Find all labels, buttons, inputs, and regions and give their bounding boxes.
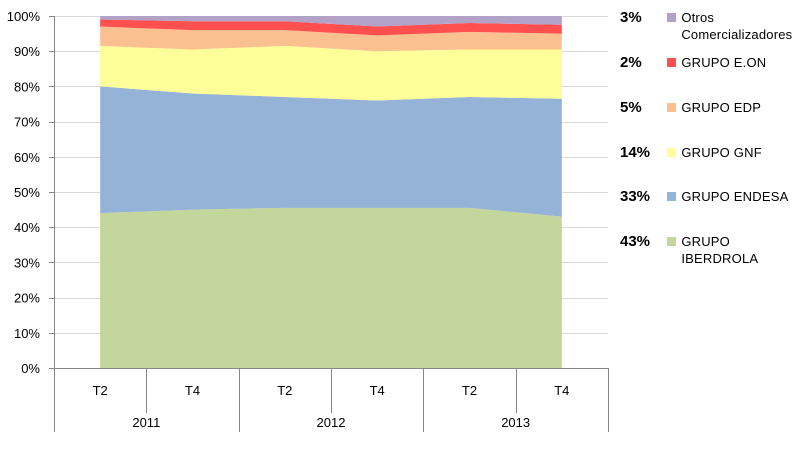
y-tick-label: 10%: [14, 326, 40, 341]
legend-swatch: [667, 103, 677, 112]
legend-share-label: 3%: [620, 9, 642, 26]
legend-swatch: [667, 192, 677, 201]
area-series-otros: [100, 16, 562, 27]
legend-item: 5% GRUPO EDP: [620, 99, 810, 116]
legend-series-name: GRUPO IBERDROLA: [681, 234, 759, 266]
x-tick-label: T4: [554, 383, 569, 398]
x-tick-label: T4: [185, 383, 200, 398]
legend-swatch: [667, 58, 677, 67]
legend-share-label: 5%: [620, 99, 642, 116]
area-series-grupo-iberdrola: [100, 207, 562, 368]
area-series-grupo-e-on: [100, 19, 562, 36]
legend-swatch: [667, 237, 677, 246]
y-tick-label: 50%: [14, 185, 40, 200]
y-tick-label: 20%: [14, 291, 40, 306]
legend-swatch: [667, 13, 677, 22]
legend-item: 33% GRUPO ENDESA: [620, 188, 810, 205]
legend-share-label: 43%: [620, 233, 651, 250]
legend-share-label: 33%: [620, 188, 651, 205]
x-group-label: 2011: [132, 415, 160, 430]
legend-item: 43% GRUPO IBERDROLA: [620, 233, 810, 267]
x-tick-label: T2: [93, 383, 108, 398]
legend-swatch: [667, 148, 677, 157]
y-tick-label: 30%: [14, 255, 40, 270]
y-tick-label: 70%: [14, 115, 40, 130]
legend-series-name: GRUPO E.ON: [681, 55, 767, 70]
legend-series-name: GRUPO EDP: [681, 100, 762, 115]
legend-series-name: GRUPO GNF: [681, 145, 762, 160]
x-tick-label: T2: [277, 383, 292, 398]
legend-share-label: 14%: [620, 144, 651, 161]
y-tick-label: 80%: [14, 79, 40, 94]
y-tick-label: 40%: [14, 220, 40, 235]
legend-series-name: GRUPO ENDESA: [681, 189, 789, 204]
y-tick-label: 100%: [7, 9, 41, 24]
y-tick-label: 90%: [14, 44, 40, 59]
legend-item: 3% Otros Comercializadores: [620, 9, 810, 43]
area-series-grupo-endesa: [100, 86, 562, 217]
legend-share-label: 2%: [620, 54, 642, 71]
x-tick-label: T4: [370, 383, 385, 398]
x-group-label: 2013: [501, 415, 530, 430]
area-series-grupo-edp: [100, 26, 562, 52]
x-tick-label: T2: [462, 383, 477, 398]
legend-item: 2% GRUPO E.ON: [620, 54, 810, 71]
y-tick-label: 0%: [21, 361, 40, 376]
legend-item: 14% GRUPO GNF: [620, 144, 810, 161]
legend-series-name: Otros Comercializadores: [681, 10, 793, 42]
y-tick-label: 60%: [14, 150, 40, 165]
area-series-grupo-gnf: [100, 45, 562, 101]
x-group-label: 2012: [317, 415, 346, 430]
